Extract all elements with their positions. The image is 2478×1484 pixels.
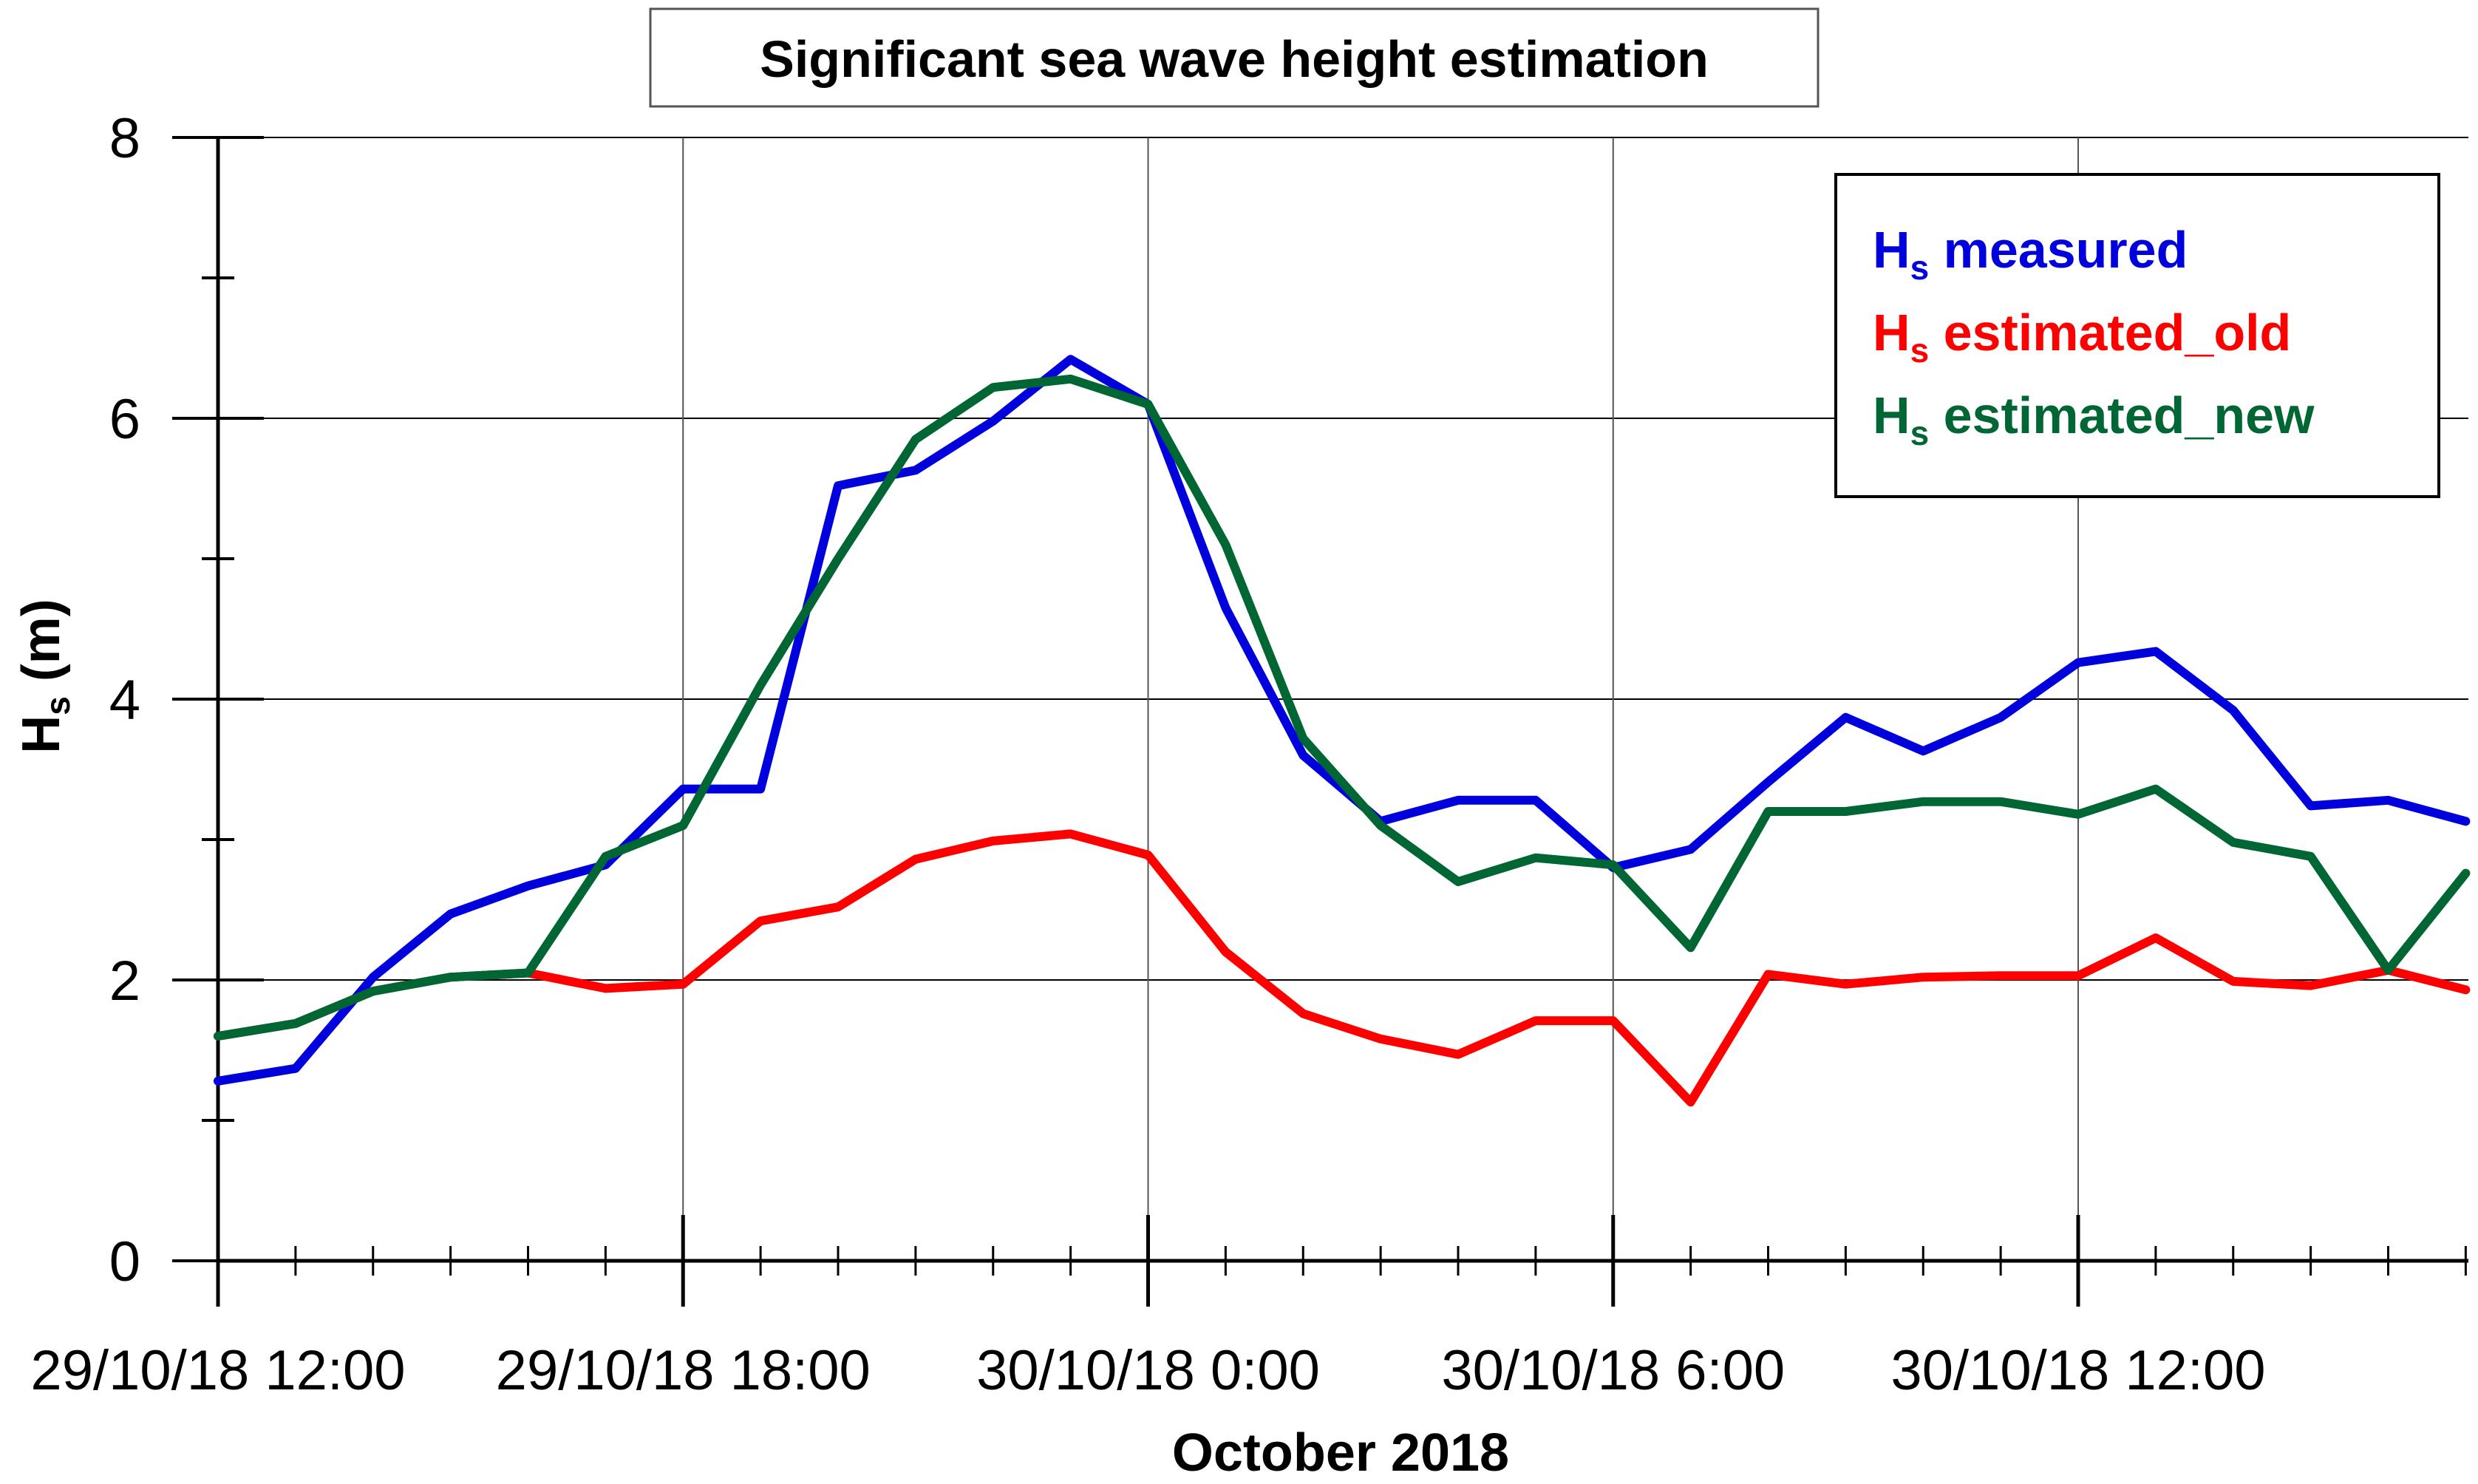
legend-old-sub: s [1910,331,1930,370]
y-tick-label-0: 0 [109,1231,140,1293]
x-tick-labels: 29/10/18 12:00 29/10/18 18:00 30/10/18 0:0… [30,1339,2265,1402]
legend-measured-main: H [1873,221,1910,279]
series-line-estimated-new [214,374,2471,1041]
legend-old-main: H [1873,304,1910,361]
y-tick-labels: 0 2 4 6 8 [109,107,140,1293]
x-tick-label-0: 29/10/18 12:00 [30,1339,405,1402]
legend-entry-estimated-new: Hs estimated_new [1873,387,2315,452]
chart-title-box: Significant sea wave height estimation [649,7,1820,108]
legend-new-rest: estimated_new [1929,387,2315,444]
legend-frame [1834,173,2440,498]
legend-measured-rest: measured [1929,221,2188,279]
axes [172,136,2468,1307]
chart-title-frame [649,7,1820,108]
legend-entry-measured: Hs measured [1873,221,2188,287]
legend-old-rest: estimated_old [1929,304,2291,361]
y-tick-label-2: 2 [109,950,140,1012]
x-tick-label-6: 29/10/18 18:00 [496,1339,871,1402]
grid-lines [218,137,2468,1261]
y-tick-label-4: 4 [109,669,140,732]
y-axis-title-sub: s [38,696,77,715]
legend-new-sub: s [1910,414,1930,452]
y-axis-title-rest: (m) [12,599,71,696]
x-tick-label-18: 30/10/18 6:00 [1441,1339,1785,1402]
y-axis-title: Hs (m) [12,599,77,754]
legend-measured-sub: s [1910,248,1930,287]
series-lines [214,355,2471,1107]
x-axis-title: October 2018 [1172,1423,1509,1483]
legend-entry-estimated-old: Hs estimated_old [1873,304,2291,370]
series-line-estimated-old [214,829,2471,1107]
y-axis-title-main: H [12,715,71,754]
y-tick-label-6: 6 [109,388,140,451]
x-tick-label-12: 30/10/18 0:00 [976,1339,1320,1402]
x-tick-label-24: 30/10/18 12:00 [1890,1339,2265,1402]
chart-title: Significant sea wave height estimation [760,30,1709,88]
legend: Hs measured Hs estimated_old Hs estimate… [1834,173,2440,498]
legend-new-main: H [1873,387,1910,444]
y-tick-label-8: 8 [109,107,140,170]
